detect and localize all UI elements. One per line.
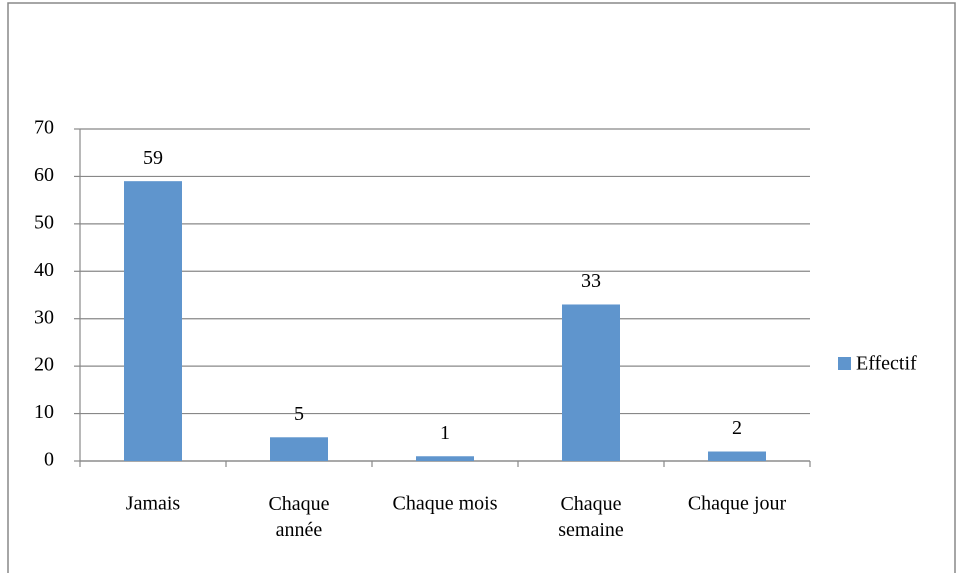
data-label: 33 [581,270,601,292]
x-tick-label: Chaque semaine [558,493,624,541]
y-tick-label: 20 [34,354,54,376]
y-tick-label: 0 [44,449,54,471]
data-label: 5 [294,403,304,425]
y-tick-label: 70 [34,117,54,139]
legend-label: Effectif [856,353,917,375]
y-tick-label: 50 [34,211,54,233]
y-tick-label: 10 [34,401,54,423]
x-tick-label: Chaque jour [688,493,787,515]
data-label: 2 [732,417,742,439]
chart-border [7,2,956,573]
x-tick-label: Chaque mois [393,493,498,515]
data-label: 1 [440,422,450,444]
bar [708,451,766,461]
x-tick-label: Chaque année [268,493,329,541]
bar [416,456,474,461]
data-label: 59 [143,147,163,169]
y-tick-label: 40 [34,259,54,281]
bar [124,181,182,461]
legend-swatch [838,357,851,370]
x-tick-label: Jamais [126,493,181,515]
bar [270,437,328,461]
y-tick-label: 30 [34,306,54,328]
bar [562,304,620,461]
y-tick-label: 60 [34,164,54,186]
